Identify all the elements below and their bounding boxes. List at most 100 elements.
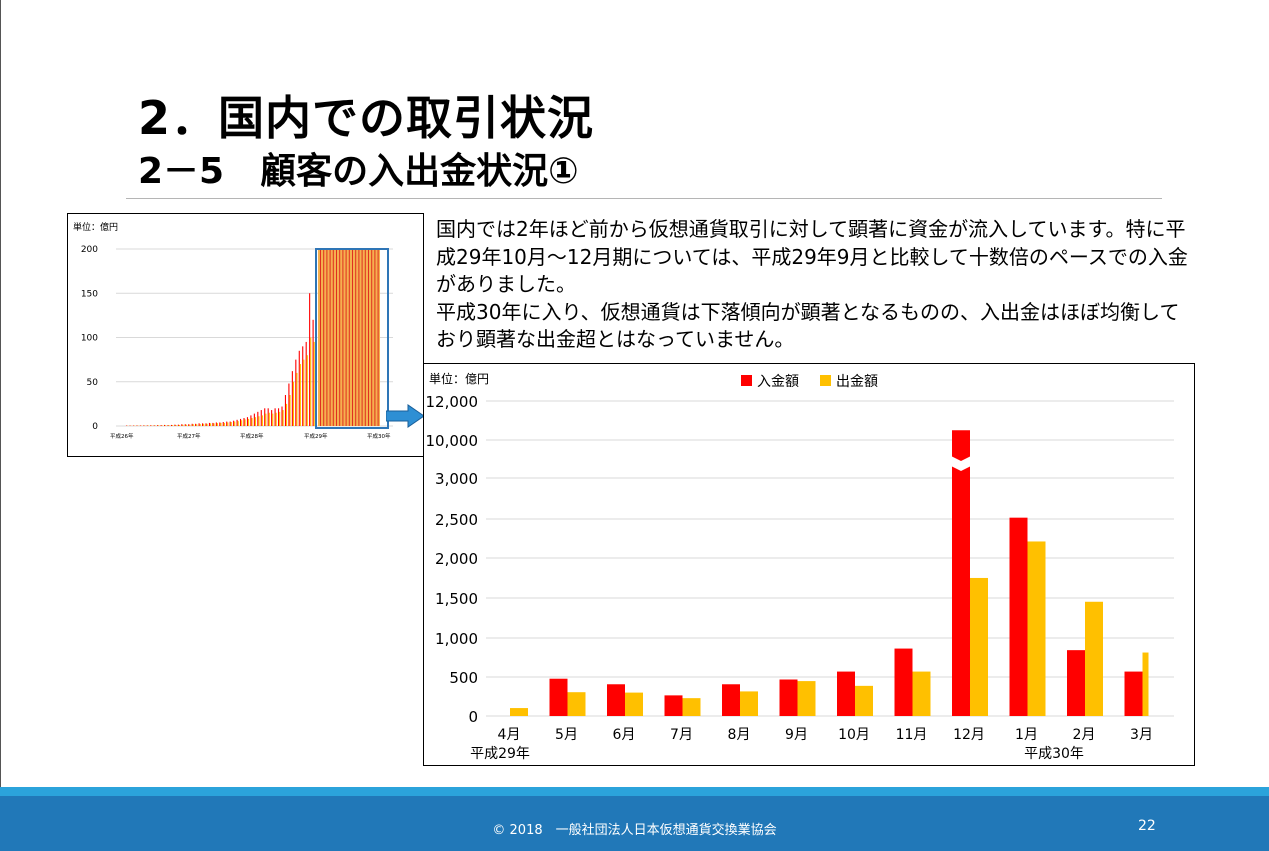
mini-bar-withdrawal [213, 423, 215, 426]
mini-bar-deposit [281, 406, 283, 426]
mini-bar-deposit [157, 425, 159, 426]
mini-bar-deposit [170, 424, 173, 426]
mini-bar-deposit [167, 425, 169, 426]
mini-bar-withdrawal [254, 417, 257, 426]
mini-bar-deposit [139, 425, 141, 426]
main-bar-deposit [607, 684, 625, 716]
mini-highlight-bar [358, 249, 360, 426]
mini-ytick-label: 200 [81, 245, 98, 255]
main-bar-withdrawal [567, 692, 586, 716]
main-bar-withdrawal [1085, 601, 1103, 716]
main-legend: 入金額 出金額 [741, 374, 878, 390]
year-label-h29: 平成29年 [470, 746, 530, 762]
mini-highlight-bar [371, 249, 373, 426]
footer: © 2018 一般社団法人日本仮想通貨交換業協会 22 [0, 796, 1269, 851]
mini-bar-withdrawal [286, 403, 288, 426]
mini-highlight-bar [374, 249, 376, 426]
mini-bar-deposit [246, 417, 249, 426]
mini-bar-deposit [202, 423, 204, 426]
mini-bar-deposit [181, 424, 183, 426]
mini-highlight-bar [326, 249, 328, 426]
main-chart-svg: 単位：億円 0 500 1,000 1,500 2,000 2,500 3,000 10,000… [426, 371, 1174, 762]
mini-bar-withdrawal [178, 424, 181, 426]
page-number: 22 [1138, 818, 1156, 834]
mini-bar-deposit [198, 423, 200, 426]
mini-bar-withdrawal [151, 425, 153, 426]
mini-bar-deposit [153, 425, 155, 426]
mini-bar-deposit [243, 418, 245, 426]
mini-highlight-bar [361, 249, 363, 426]
mini-bar-withdrawal [154, 425, 156, 426]
mini-bar-deposit [267, 408, 269, 426]
mini-bar-deposit [195, 423, 197, 426]
mini-bar-withdrawal [275, 412, 277, 426]
mini-bar-withdrawal [192, 424, 194, 426]
mini-bar-withdrawal [216, 423, 219, 426]
mini-bar-withdrawal [261, 415, 263, 426]
main-chart: 単位：億円 0 500 1,000 1,500 2,000 2,500 3,000 10,000… [423, 363, 1195, 766]
mini-highlight-bar [329, 249, 331, 426]
main-ytick-label: 500 [449, 669, 478, 687]
mini-bar-deposit [208, 422, 211, 426]
mini-bar-deposit [295, 359, 297, 426]
mini-ytick-label: 100 [81, 334, 98, 344]
mini-bar-deposit [240, 418, 242, 426]
main-ytick-label: 2,000 [435, 550, 478, 568]
mini-bar-withdrawal [172, 425, 174, 426]
mini-bar-deposit [212, 422, 214, 426]
paragraph-2: 平成30年に入り、仮想通貨は下落傾向が顕著となるものの、入出金はほぼ均衡しており… [436, 299, 1180, 352]
main-axis-break-mark [951, 456, 971, 471]
mini-bar-withdrawal [313, 341, 315, 426]
mini-chart: 単位：億円 0 50 100 150 200 平成26年 平成27年 平成28年 平成29年 平成3… [67, 213, 424, 457]
mini-unit-label: 単位：億円 [73, 221, 118, 233]
mini-highlight-group [318, 249, 380, 426]
mini-bar-deposit [298, 350, 300, 426]
mini-bar-deposit [226, 421, 228, 426]
mini-bar-withdrawal [296, 372, 298, 426]
mini-bar-deposit [253, 413, 255, 426]
main-xtick-label: 1月 [1015, 727, 1038, 743]
main-ytick-label: 2,500 [435, 511, 478, 529]
mini-bar-deposit [191, 423, 193, 426]
main-xtick-label: 7月 [670, 727, 693, 743]
mini-highlight-bar [345, 249, 347, 426]
title-divider [126, 198, 1162, 199]
mini-bar-withdrawal [310, 337, 312, 426]
main-xtick-label: 2月 [1073, 727, 1096, 743]
mini-bar-deposit [219, 422, 221, 426]
mini-bar-withdrawal [199, 424, 201, 426]
mini-bar-deposit [264, 408, 266, 426]
main-bar-deposit [664, 695, 683, 716]
mini-bar-deposit [222, 422, 224, 426]
mini-bar-withdrawal [303, 359, 305, 426]
main-bar-withdrawal [740, 691, 758, 716]
mini-bar-deposit [312, 319, 314, 426]
mini-bar-withdrawal [251, 418, 253, 426]
mini-highlight-bar [336, 249, 337, 426]
legend-deposit-label: 入金額 [757, 374, 799, 390]
mini-bar-withdrawal [185, 424, 187, 426]
main-bar-deposit [779, 679, 798, 716]
mini-chart-svg: 単位：億円 0 50 100 150 200 平成26年 平成27年 平成28年 平成29年 平成3… [73, 221, 393, 440]
mini-xtick-label: 平成30年 [367, 432, 391, 440]
mini-bar-withdrawal [158, 425, 160, 426]
mini-bar-deposit [309, 293, 311, 426]
mini-bar-deposit [188, 424, 190, 426]
main-bar-deposit [952, 430, 970, 716]
mini-bar-deposit [184, 424, 186, 426]
main-xtick-label: 3月 [1130, 727, 1153, 743]
mini-bar-deposit [143, 425, 145, 426]
main-bar-deposit [894, 648, 913, 716]
mini-highlight-bar [339, 249, 341, 426]
main-bar-deposit [1124, 671, 1143, 716]
mini-bar-deposit [177, 424, 179, 426]
footer-copyright: © 2018 一般社団法人日本仮想通貨交換業協会 [492, 823, 777, 838]
legend-deposit-swatch [741, 375, 752, 386]
main-xtick-label: 10月 [838, 727, 870, 743]
main-ytick-label: 0 [468, 708, 478, 726]
mini-bar-withdrawal [244, 419, 246, 426]
mini-highlight-bar [323, 249, 325, 426]
slide-title: 2．国内での取引状況 [138, 91, 595, 145]
mini-xtick-label: 平成26年 [110, 432, 134, 440]
slide-subtitle: 2－5 顧客の入出金状況① [138, 151, 579, 192]
